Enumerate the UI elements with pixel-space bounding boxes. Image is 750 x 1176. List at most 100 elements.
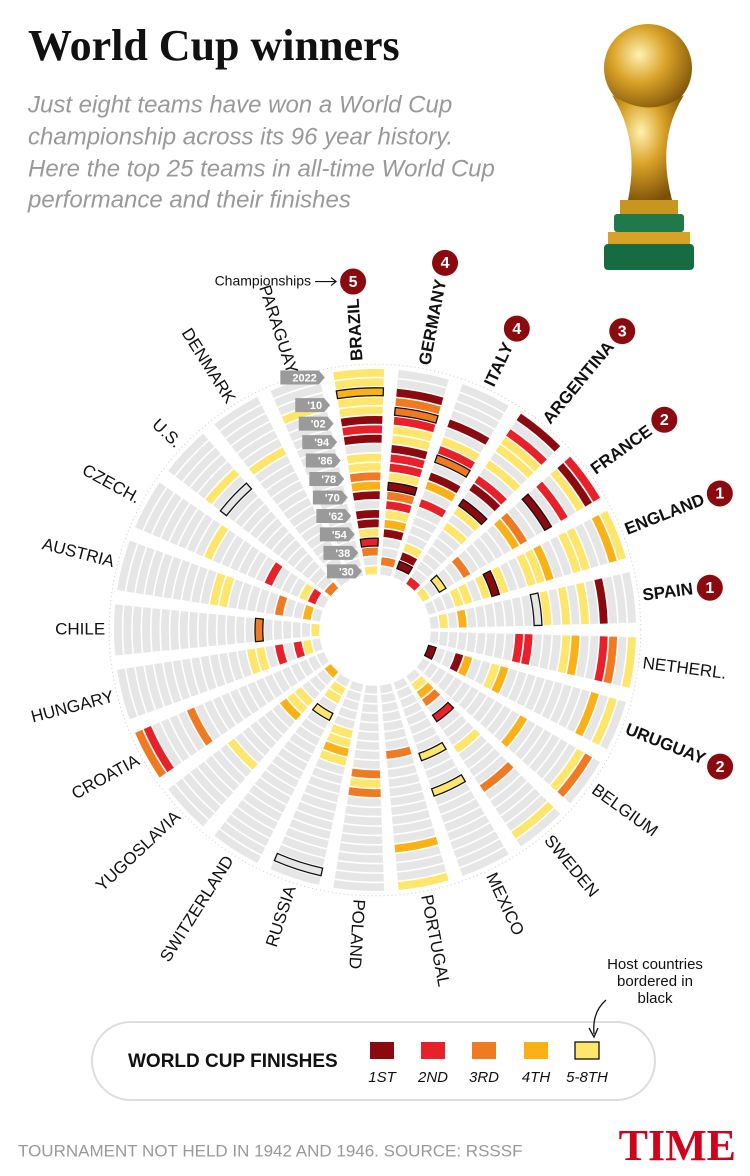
team-label: FRANCE — [587, 421, 655, 478]
finish-cell — [418, 499, 447, 518]
outer-ring — [108, 363, 642, 897]
team-spoke — [113, 604, 320, 656]
year-tag-shape — [319, 527, 355, 542]
finish-cell — [494, 519, 520, 550]
finish-cell — [221, 535, 244, 568]
finish-cell — [323, 741, 349, 757]
host-border — [393, 406, 439, 424]
year-tag-shape — [295, 398, 331, 413]
team-spoke — [416, 658, 601, 804]
finish-cell — [585, 580, 599, 624]
finish-cell — [256, 647, 270, 672]
finish-cell — [499, 562, 518, 592]
finish-cell — [345, 689, 361, 702]
finish-cell — [508, 720, 536, 754]
finish-cell — [278, 844, 325, 867]
finish-cell — [306, 711, 329, 729]
finish-cell — [247, 551, 267, 579]
finish-cell — [283, 621, 292, 639]
year-tag: '30 — [326, 564, 362, 579]
finish-cell — [324, 664, 339, 678]
finish-cell — [479, 762, 514, 792]
finish-cell — [238, 546, 260, 575]
finish-cell — [380, 692, 396, 703]
finish-cell — [351, 481, 381, 492]
finish-cell — [406, 669, 421, 683]
year-tag: '02 — [298, 416, 334, 431]
finish-cell — [274, 384, 323, 407]
finish-cell — [387, 482, 417, 496]
finish-cell — [337, 852, 384, 863]
subtitle-line: championship across its 96 year history. — [28, 123, 453, 150]
finish-cell — [502, 599, 514, 627]
finish-cell — [429, 615, 439, 629]
finish-cell — [475, 605, 486, 628]
finish-cell — [335, 673, 350, 687]
finish-cell — [330, 724, 353, 739]
finish-cell — [169, 503, 198, 546]
host-border — [418, 741, 447, 762]
finish-cell — [600, 699, 626, 750]
finish-cell — [277, 489, 308, 512]
team-label: PORTUGAL — [417, 893, 453, 988]
finish-cell — [357, 519, 379, 529]
finish-cell — [474, 755, 507, 785]
finish-cell — [502, 633, 514, 661]
finish-cell — [277, 748, 308, 771]
finish-cell — [326, 732, 351, 748]
finish-cell — [428, 766, 461, 788]
finish-cell — [530, 634, 542, 667]
finish-cell — [550, 469, 584, 512]
host-border — [273, 852, 324, 877]
finish-cell — [483, 570, 500, 597]
finish-cell — [352, 491, 380, 501]
finish-cell — [441, 650, 455, 668]
finish-cell — [521, 634, 533, 665]
finish-cell — [450, 410, 495, 437]
legend-swatch — [574, 1041, 600, 1060]
finish-cell — [289, 818, 331, 840]
finish-cell — [186, 707, 213, 746]
finish-cell — [487, 705, 511, 735]
finish-cell — [200, 569, 217, 605]
finish-cell — [447, 815, 490, 841]
finish-cell — [361, 547, 378, 557]
finish-cell — [237, 582, 252, 610]
finish-cell — [603, 636, 618, 684]
finish-cell — [458, 499, 487, 525]
finish-cell — [191, 657, 208, 694]
finish-cell — [191, 566, 208, 603]
finish-cell — [316, 651, 329, 666]
finish-cell — [281, 666, 298, 688]
finish-cell — [299, 583, 314, 601]
finish-cell — [265, 592, 279, 615]
year-label: '02 — [311, 419, 326, 431]
finish-cell — [343, 814, 382, 826]
finish-cell — [293, 601, 305, 619]
finish-cell — [406, 710, 427, 726]
finish-cell — [449, 588, 464, 607]
team-label: CROATIA — [68, 750, 143, 803]
finish-cell — [400, 552, 418, 566]
finish-cell — [511, 597, 524, 627]
finish-cell — [334, 378, 384, 390]
finish-cell — [437, 790, 475, 814]
finish-cell — [416, 561, 434, 578]
finish-cell — [183, 447, 221, 487]
finish-cell — [557, 753, 593, 798]
finish-cell — [548, 588, 561, 626]
finish-cell — [172, 660, 191, 700]
finish-cell — [117, 668, 138, 720]
finish-cell — [296, 801, 335, 821]
finish-cell — [543, 743, 576, 785]
finish-cell — [339, 842, 383, 854]
year-label: '62 — [328, 511, 343, 523]
finish-cell — [292, 621, 301, 639]
finish-cell — [212, 696, 236, 730]
finish-cell — [135, 665, 155, 713]
finish-cell — [479, 531, 503, 559]
finish-cell — [334, 715, 355, 729]
finish-cell — [515, 724, 544, 760]
finish-cell — [484, 633, 495, 657]
finish-cell — [299, 659, 314, 677]
